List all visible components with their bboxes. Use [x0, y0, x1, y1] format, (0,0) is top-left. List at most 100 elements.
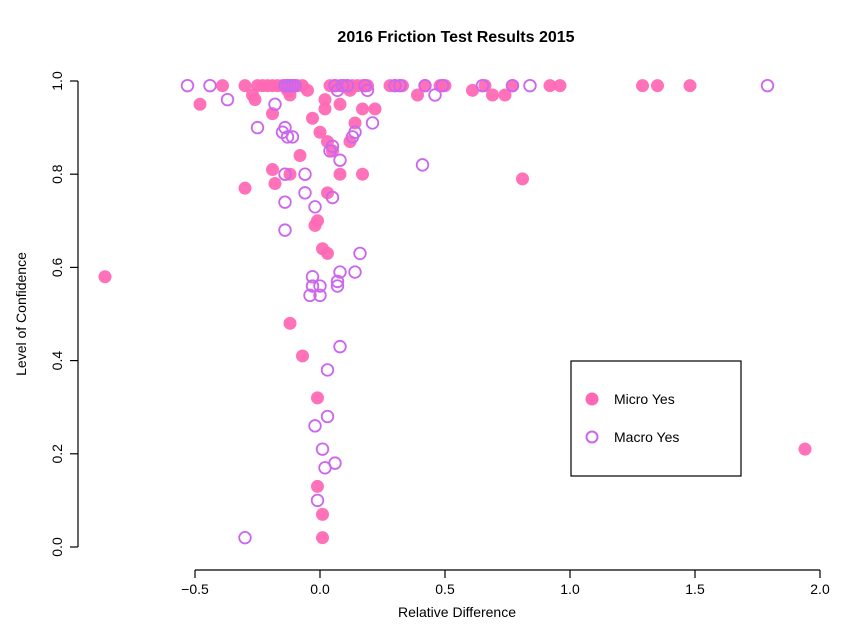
data-point	[180, 78, 195, 93]
data-point	[278, 120, 292, 135]
data-point	[356, 102, 369, 116]
x-tick-label: 0.5	[435, 581, 455, 597]
data-point	[475, 78, 490, 93]
data-point	[285, 130, 300, 144]
data-point	[288, 78, 302, 93]
data-point	[266, 163, 279, 177]
data-point	[543, 79, 557, 93]
y-tick-label: 0.0	[49, 537, 65, 557]
data-point	[553, 79, 567, 93]
data-point	[305, 270, 320, 284]
data-point	[313, 279, 327, 293]
data-point	[418, 78, 432, 93]
data-point	[348, 265, 362, 279]
chart-title: 2016 Friction Test Results 2015	[337, 29, 574, 46]
y-tick-label: 0.4	[49, 351, 65, 371]
y-axis: 0.0 0.2 0.4 0.6 0.8 1.0	[49, 71, 79, 557]
data-point	[393, 78, 407, 93]
data-point	[311, 391, 324, 405]
data-point	[296, 349, 309, 363]
x-tick-label: 1.5	[685, 581, 705, 597]
data-point	[311, 479, 324, 493]
data-point	[333, 265, 347, 279]
series-macro-yes	[180, 78, 775, 545]
data-point	[333, 97, 347, 111]
x-tick-label: 0.0	[310, 581, 330, 597]
data-point	[220, 92, 235, 107]
data-point	[348, 116, 362, 130]
data-point	[325, 139, 340, 153]
data-point	[278, 223, 292, 237]
data-point	[303, 288, 317, 303]
data-point	[368, 102, 382, 116]
data-point	[330, 274, 345, 289]
y-axis-label: Level of Confidence	[13, 252, 29, 376]
data-point	[321, 246, 334, 260]
data-point	[316, 531, 329, 545]
data-point	[278, 167, 292, 181]
data-point	[498, 88, 512, 102]
data-point	[308, 200, 322, 214]
data-point	[216, 79, 229, 93]
legend: Micro Yes Macro Yes	[570, 360, 742, 477]
x-tick-label: 1.0	[560, 581, 580, 597]
data-point	[340, 78, 355, 93]
data-point	[798, 442, 812, 456]
data-point	[651, 79, 664, 93]
data-point	[333, 339, 347, 354]
data-point	[636, 79, 649, 93]
data-point	[325, 190, 340, 205]
legend-micro-marker-icon	[585, 392, 599, 406]
y-tick-label: 0.2	[49, 444, 65, 464]
x-axis: −0.5 0.0 0.5 1.0 1.5 2.0	[181, 569, 830, 597]
data-point	[333, 167, 347, 181]
data-point	[318, 461, 332, 475]
data-point	[250, 120, 265, 135]
data-point	[320, 363, 335, 377]
data-point	[238, 79, 252, 93]
data-point	[505, 78, 520, 93]
data-point	[506, 79, 519, 93]
data-point	[313, 125, 327, 139]
data-point	[298, 186, 312, 200]
data-point	[283, 316, 297, 330]
data-point	[486, 88, 499, 102]
data-points	[98, 78, 812, 545]
legend-macro-label: Macro Yes	[614, 429, 679, 445]
data-point	[435, 78, 450, 93]
data-point	[238, 181, 252, 195]
data-point	[280, 130, 295, 144]
x-tick-label: −0.5	[181, 581, 209, 597]
data-point	[411, 88, 424, 102]
data-point	[760, 78, 775, 93]
data-point	[353, 246, 367, 261]
data-point	[388, 78, 402, 93]
data-point	[415, 158, 430, 172]
data-point	[356, 167, 369, 181]
y-tick-label: 0.8	[49, 164, 65, 184]
data-point	[320, 409, 335, 424]
data-point	[365, 116, 380, 130]
legend-micro-label: Micro Yes	[614, 391, 675, 407]
data-point	[301, 83, 314, 97]
data-point	[360, 83, 375, 98]
data-point	[523, 78, 537, 93]
data-point	[315, 442, 330, 456]
data-point	[316, 507, 329, 521]
data-point	[268, 177, 282, 191]
x-axis-label: Relative Difference	[398, 604, 516, 620]
data-point	[333, 153, 347, 167]
x-tick-label: 2.0	[810, 581, 830, 597]
data-point	[306, 111, 319, 125]
data-point	[193, 97, 207, 111]
data-point	[310, 493, 325, 508]
data-point	[318, 102, 332, 116]
data-point	[238, 530, 252, 545]
data-point	[318, 93, 332, 107]
data-point	[248, 93, 262, 107]
data-point	[466, 83, 479, 97]
y-tick-label: 0.6	[49, 257, 65, 277]
data-point	[321, 186, 334, 200]
data-point	[305, 279, 320, 293]
data-point	[330, 279, 345, 293]
